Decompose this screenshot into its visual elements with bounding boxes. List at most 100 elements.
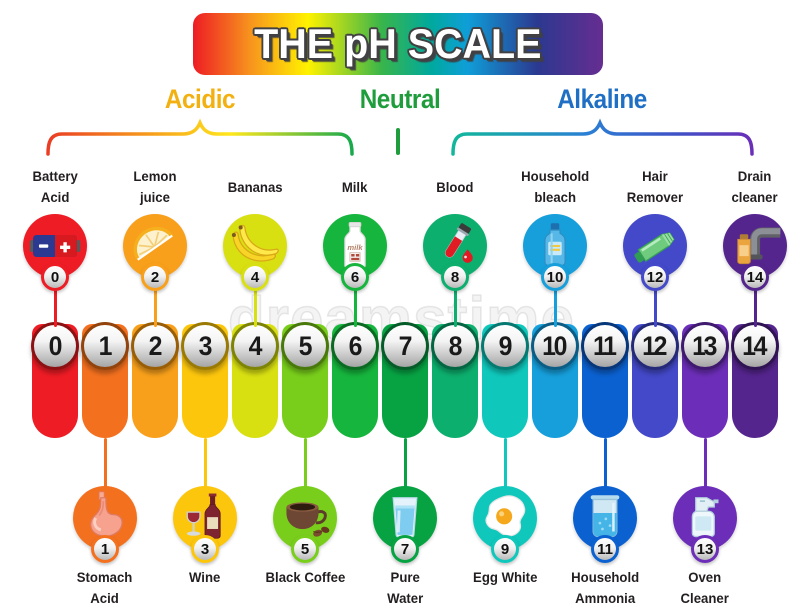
item-label: Blood xyxy=(436,164,473,210)
ammonia-icon xyxy=(578,491,632,545)
ph-pill-11: 11 xyxy=(581,322,629,438)
ph-pill-4: 4 xyxy=(231,322,279,438)
item-label-line: Cleaner xyxy=(680,590,730,606)
item-ph-badge: 5 xyxy=(291,535,319,563)
item-label-line: Acid xyxy=(40,189,70,205)
item-label-line: Household xyxy=(570,569,640,585)
item-label: Wine xyxy=(189,567,220,614)
item-ph-badge: 8 xyxy=(441,263,469,291)
item-circle xyxy=(173,486,237,550)
item-label: Hair Remover xyxy=(627,164,683,210)
item-label-line: Stomach xyxy=(77,569,133,585)
item-ph-badge: 12 xyxy=(641,263,669,291)
item-label-line: Ammonia xyxy=(575,590,635,606)
item-ph-badge: 6 xyxy=(341,263,369,291)
item-circle: milk xyxy=(323,214,387,278)
item-wine: 3 Wine xyxy=(155,486,255,614)
item-blood: Blood 8 xyxy=(405,164,505,291)
item-circle xyxy=(723,214,787,278)
item-stomach-acid: 1 Stomach Acid xyxy=(55,486,155,614)
connector-line xyxy=(753,289,757,327)
item-ph-badge: 9 xyxy=(491,535,519,563)
drain-cleaner-icon xyxy=(728,219,782,273)
ph-number-circle: 14 xyxy=(731,322,779,370)
ph-number-circle: 1 xyxy=(81,322,129,370)
connector-line xyxy=(553,289,557,327)
ph-number-circle: 3 xyxy=(181,322,229,370)
item-ph-badge: 11 xyxy=(591,535,619,563)
blood-icon xyxy=(428,219,482,273)
item-label: Battery Acid xyxy=(32,164,77,210)
item-label-line: Wine xyxy=(189,569,221,585)
ph-pill-9: 9 xyxy=(481,322,529,438)
ph-number: 10 xyxy=(542,330,568,361)
item-label-line: juice xyxy=(139,189,170,205)
item-label-line: Milk xyxy=(342,178,368,195)
ph-pill-12: 12 xyxy=(631,322,679,438)
ph-pill-10: 10 xyxy=(531,322,579,438)
item-label: Stomach Acid xyxy=(77,567,133,614)
item-label-line: Blood xyxy=(436,178,474,195)
item-label-line: Oven xyxy=(688,569,722,585)
item-label: Black Coffee xyxy=(265,567,345,614)
item-ph-badge: 7 xyxy=(391,535,419,563)
item-label: Household Ammonia xyxy=(571,567,639,614)
item-pure-water: 7 Pure Water xyxy=(355,486,455,614)
connector-line xyxy=(153,289,157,327)
item-black-coffee: 5 Black Coffee xyxy=(255,486,355,614)
ph-number: 3 xyxy=(198,330,212,361)
category-label-acidic: Acidic xyxy=(164,84,236,114)
ph-number-circle: 10 xyxy=(531,322,579,370)
connector-line xyxy=(253,289,257,327)
ph-number-circle: 8 xyxy=(431,322,479,370)
connector-line xyxy=(203,438,207,488)
ph-pill-13: 13 xyxy=(681,322,729,438)
item-label: Milk xyxy=(342,164,368,210)
ph-number-circle: 11 xyxy=(581,322,629,370)
ph-number: 2 xyxy=(148,330,162,361)
ph-number-circle: 7 xyxy=(381,322,429,370)
ph-pill-5: 5 xyxy=(281,322,329,438)
connector-line xyxy=(453,289,457,327)
item-label-line: Lemon xyxy=(133,168,177,184)
battery-icon xyxy=(28,219,82,273)
item-label: Lemon juice xyxy=(133,164,176,210)
ph-number-circle: 12 xyxy=(631,322,679,370)
ph-number: 12 xyxy=(642,330,668,361)
item-drain-cleaner: Drain cleaner 14 xyxy=(705,164,800,291)
ph-number: 9 xyxy=(498,330,512,361)
item-ph-badge: 0 xyxy=(41,263,69,291)
item-label-line: Bananas xyxy=(227,178,283,195)
connector-line xyxy=(503,438,507,488)
oven-cleaner-icon xyxy=(678,491,732,545)
item-circle xyxy=(673,486,737,550)
ph-number: 13 xyxy=(692,330,718,361)
item-label-line: Hair xyxy=(642,168,668,184)
ph-pill-6: 6 xyxy=(331,322,379,438)
ph-number: 14 xyxy=(742,330,768,361)
item-label: Household bleach xyxy=(521,164,589,210)
ph-number-circle: 13 xyxy=(681,322,729,370)
ph-pill-7: 7 xyxy=(381,322,429,438)
category-label-neutral: Neutral xyxy=(359,84,441,114)
ph-number-circle: 4 xyxy=(231,322,279,370)
item-label-line: Acid xyxy=(90,590,120,606)
item-label: Pure Water xyxy=(387,567,423,614)
ph-pill-8: 8 xyxy=(431,322,479,438)
item-label-line: bleach xyxy=(534,189,576,205)
egg-icon xyxy=(478,491,532,545)
ph-pill-0: 0 xyxy=(31,322,79,438)
item-circle xyxy=(373,486,437,550)
hair-remover-icon xyxy=(628,219,682,273)
title-banner: THE pH SCALE xyxy=(193,13,603,75)
item-battery-acid: Battery Acid 0 xyxy=(5,164,105,291)
acidic-brace xyxy=(46,118,354,156)
wine-icon xyxy=(178,491,232,545)
item-ph-badge: 4 xyxy=(241,263,269,291)
item-label: Oven Cleaner xyxy=(681,567,729,614)
range-braces xyxy=(46,118,754,156)
connector-line xyxy=(53,289,57,327)
ph-number-circle: 9 xyxy=(481,322,529,370)
ph-pill-14: 14 xyxy=(731,322,779,438)
item-label-line: Remover xyxy=(626,189,684,205)
